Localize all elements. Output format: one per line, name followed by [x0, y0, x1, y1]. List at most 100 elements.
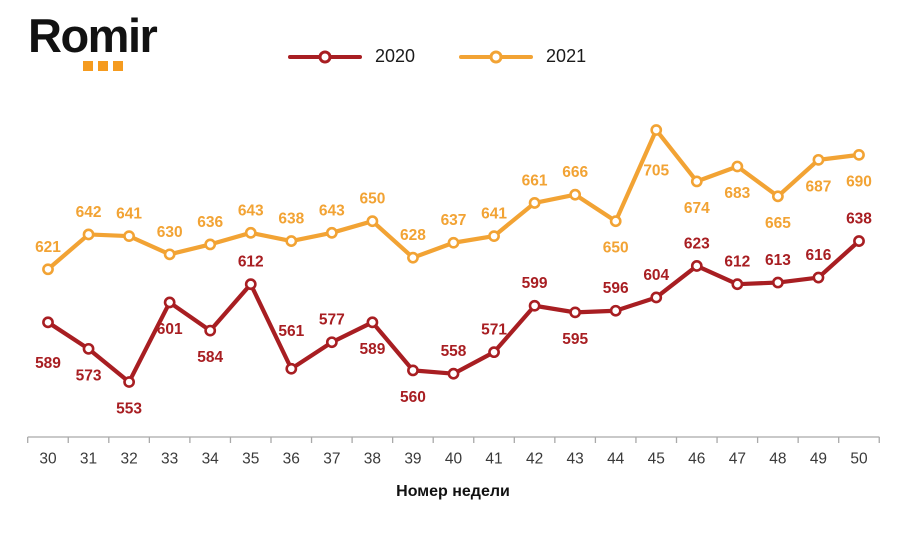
x-tick-label: 40: [445, 451, 463, 468]
data-point-marker-2021: [244, 226, 257, 239]
data-point-marker-2020: [82, 342, 95, 355]
data-label-2021: 643: [319, 202, 345, 219]
data-label-2020: 596: [603, 280, 629, 297]
data-label-2021: 666: [562, 164, 588, 181]
legend-marker-icon: [318, 50, 332, 63]
data-label-2021: 642: [76, 204, 102, 221]
data-point-marker-2020: [690, 260, 703, 272]
x-tick-label: 36: [283, 451, 300, 468]
x-tick-label: 48: [769, 451, 786, 468]
data-label-2020: 612: [238, 254, 264, 271]
data-label-2021: 638: [278, 211, 304, 228]
x-tick-label: 33: [161, 451, 178, 468]
data-label-2020: 584: [197, 349, 223, 366]
data-point-marker-2020: [812, 271, 825, 284]
data-label-2020: 589: [359, 341, 385, 358]
data-label-2021: 643: [238, 202, 264, 219]
data-label-2020: 577: [319, 312, 345, 329]
data-label-2020: 613: [765, 252, 791, 269]
data-point-marker-2020: [528, 299, 541, 312]
x-tick-label: 43: [567, 451, 584, 468]
data-point-marker-2020: [42, 316, 54, 329]
data-label-2020: 573: [76, 367, 102, 384]
legend-label-2020: 2020: [375, 46, 416, 66]
data-point-marker-2021: [163, 248, 176, 261]
x-tick-label: 45: [648, 451, 665, 468]
data-label-2020: 638: [846, 211, 872, 228]
data-point-marker-2021: [812, 153, 825, 166]
x-tick-label: 30: [39, 451, 57, 468]
data-point-marker-2020: [244, 278, 257, 291]
logo-dot: [98, 61, 108, 71]
romir-logo-text: Romir: [28, 9, 158, 62]
data-point-marker-2021: [650, 124, 663, 136]
legend-marker-icon: [489, 50, 503, 63]
x-tick-label: 42: [526, 451, 543, 468]
data-label-2020: 616: [806, 247, 832, 264]
x-tick-label: 35: [242, 451, 259, 468]
x-tick-label: 47: [729, 451, 746, 468]
data-point-marker-2021: [366, 215, 379, 228]
data-label-2021: 690: [846, 173, 872, 190]
data-point-marker-2020: [853, 235, 865, 247]
x-tick-label: 32: [120, 451, 137, 468]
data-point-marker-2020: [447, 367, 460, 380]
legend-line-2020: [288, 50, 362, 63]
data-label-2020: 589: [35, 355, 61, 372]
data-point-marker-2020: [163, 296, 176, 309]
data-point-marker-2021: [690, 175, 703, 188]
data-point-marker-2021: [82, 228, 95, 241]
data-label-2021: 661: [522, 172, 548, 189]
data-point-marker-2020: [488, 346, 500, 359]
data-point-marker-2021: [407, 251, 419, 264]
x-tick-label: 37: [323, 451, 340, 468]
legend-line-2021: [459, 50, 534, 63]
data-point-marker-2021: [285, 235, 298, 247]
data-label-2021: 705: [643, 163, 669, 180]
x-tick-label: 34: [202, 451, 220, 468]
data-point-marker-2021: [123, 230, 136, 243]
data-label-2021: 650: [359, 191, 385, 208]
data-label-2021: 650: [603, 240, 629, 257]
romir-logo: Romir: [28, 12, 178, 76]
data-point-marker-2021: [325, 226, 338, 239]
data-label-2020: 558: [441, 343, 467, 360]
logo-dot: [113, 61, 123, 71]
data-point-marker-2021: [772, 190, 784, 203]
data-label-2020: 601: [157, 321, 183, 338]
data-label-2021: 683: [724, 185, 750, 202]
x-tick-label: 31: [80, 451, 97, 468]
data-label-2021: 630: [157, 224, 183, 241]
data-label-2020: 599: [522, 275, 548, 292]
data-point-marker-2020: [325, 336, 338, 349]
x-tick-label: 49: [810, 451, 827, 468]
data-label-2020: 604: [643, 267, 669, 284]
data-label-2020: 571: [481, 322, 507, 339]
x-tick-label: 46: [688, 451, 705, 468]
data-label-2020: 612: [724, 254, 750, 271]
data-point-marker-2020: [366, 316, 379, 329]
x-tick-label: 41: [485, 451, 502, 468]
data-label-2021: 641: [116, 206, 142, 223]
data-label-2021: 665: [765, 215, 791, 232]
data-point-marker-2021: [569, 188, 582, 201]
data-label-2020: 561: [278, 323, 304, 340]
romir-logo-dots: [83, 61, 123, 71]
data-label-2021: 636: [197, 214, 223, 231]
data-label-2021: 641: [481, 206, 507, 223]
data-label-2020: 623: [684, 235, 710, 252]
logo-dot: [83, 61, 93, 71]
data-label-2021: 687: [806, 178, 832, 195]
data-point-marker-2020: [609, 304, 622, 317]
x-axis-title: Номер недели: [396, 483, 510, 500]
legend-item-2020: 2020: [288, 46, 415, 67]
data-point-marker-2020: [650, 291, 663, 304]
legend-label-2021: 2021: [546, 46, 587, 66]
data-point-marker-2021: [731, 160, 744, 173]
chart-legend: 2020 2021: [288, 46, 586, 67]
data-point-marker-2020: [407, 364, 419, 377]
data-label-2021: 621: [35, 239, 61, 256]
data-label-2021: 628: [400, 227, 426, 244]
